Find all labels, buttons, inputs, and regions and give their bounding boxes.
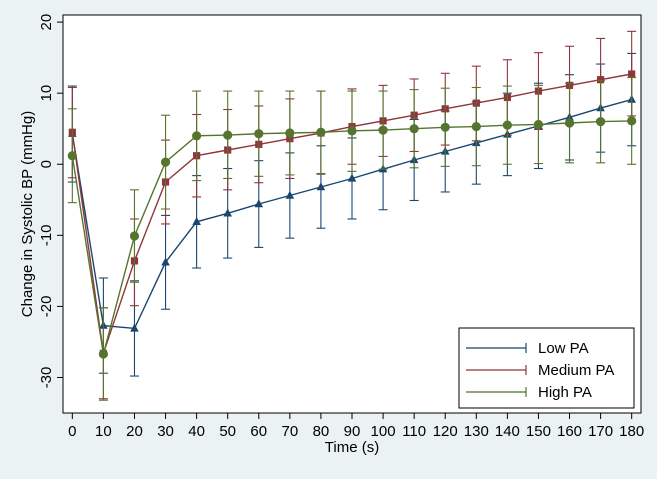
data-point xyxy=(223,130,233,140)
data-point xyxy=(223,208,232,217)
y-axis-title: Change in Systolic BP (mmHg) xyxy=(19,111,36,317)
y-tick-label: 0 xyxy=(38,160,55,168)
data-point xyxy=(533,119,544,130)
legend-label-high-pa: High PA xyxy=(538,384,592,401)
y-tick-label: 10 xyxy=(38,85,55,102)
data-point xyxy=(254,199,264,208)
y-tick-label: -30 xyxy=(38,367,55,389)
x-tick-label: 10 xyxy=(95,423,112,440)
data-point xyxy=(285,128,295,138)
x-tick-label: 20 xyxy=(126,423,143,440)
legend-box xyxy=(458,327,635,409)
series-high-pa xyxy=(67,76,637,401)
data-point xyxy=(285,190,295,199)
legend-item-low-pa: Low PA xyxy=(466,340,589,357)
data-point xyxy=(192,131,202,141)
data-point xyxy=(564,118,575,128)
legend-label-low-pa: Low PA xyxy=(538,340,589,357)
x-axis: 0 10 20 30 40 50 60 70 80 90 100 110 120 130 140 150 160… xyxy=(68,413,644,440)
series-layer xyxy=(67,30,637,401)
x-tick-label: 50 xyxy=(219,423,236,440)
data-point xyxy=(316,127,326,137)
data-point xyxy=(471,121,481,132)
legend-label-medium-pa: Medium PA xyxy=(538,362,614,379)
data-point xyxy=(597,76,605,84)
legend-item-high-pa: High PA xyxy=(466,384,592,401)
x-tick-label: 180 xyxy=(619,423,644,440)
data-point xyxy=(502,120,512,130)
data-point xyxy=(130,323,139,332)
y-tick-label: -20 xyxy=(38,296,55,318)
x-axis-title: Time (s) xyxy=(325,439,379,456)
x-tick-label: 160 xyxy=(557,423,582,440)
data-point xyxy=(254,129,264,139)
data-point xyxy=(347,173,357,182)
data-point xyxy=(67,151,77,161)
x-tick-label: 90 xyxy=(344,423,361,440)
legend: Low PA Medium PA High PA xyxy=(458,327,635,409)
y-tick-label: 20 xyxy=(38,14,55,31)
x-tick-label: 40 xyxy=(188,423,205,440)
data-point xyxy=(316,182,326,191)
data-point xyxy=(596,117,606,127)
x-tick-label: 100 xyxy=(371,423,396,440)
data-point xyxy=(160,157,171,167)
x-tick-label: 140 xyxy=(495,423,520,440)
data-point xyxy=(347,126,357,136)
x-tick-label: 70 xyxy=(282,423,299,440)
x-tick-label: 60 xyxy=(250,423,267,440)
data-point xyxy=(409,124,419,134)
x-tick-label: 130 xyxy=(464,423,489,440)
data-point xyxy=(628,70,636,78)
x-tick-label: 150 xyxy=(526,423,551,440)
x-tick-label: 110 xyxy=(402,423,426,440)
data-point xyxy=(627,116,637,126)
x-tick-label: 120 xyxy=(433,423,458,440)
data-point xyxy=(192,217,201,226)
data-point xyxy=(440,122,450,132)
data-point xyxy=(129,231,140,241)
data-point xyxy=(161,257,170,266)
x-tick-label: 0 xyxy=(68,423,76,440)
y-tick-label: -10 xyxy=(38,224,55,246)
x-tick-label: 170 xyxy=(588,423,613,440)
data-point xyxy=(378,125,388,135)
legend-item-medium-pa: Medium PA xyxy=(466,362,614,379)
x-tick-label: 80 xyxy=(313,423,330,440)
x-tick-label: 30 xyxy=(157,423,174,440)
data-point xyxy=(98,349,108,359)
y-axis: -30 -20 -10 0 10 20 xyxy=(38,14,63,389)
